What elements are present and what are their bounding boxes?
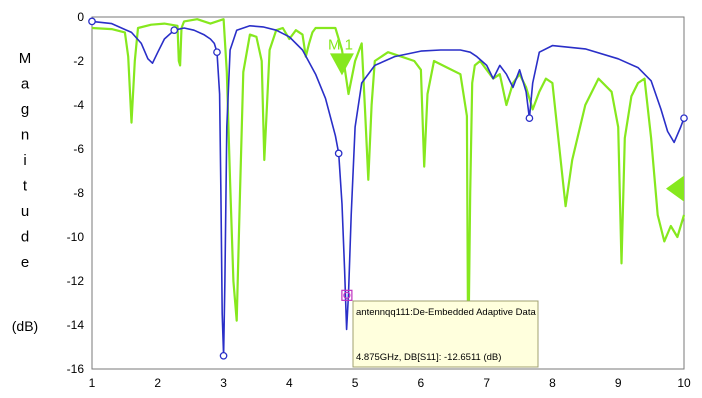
y-tick-label: -8 xyxy=(73,186,84,200)
x-tick-label: 7 xyxy=(483,376,490,390)
y-axis-label-letter: a xyxy=(21,76,30,93)
y-axis-label-letter: i xyxy=(23,152,26,169)
plot-area: M 1 xyxy=(88,17,688,366)
y-tick-label: -16 xyxy=(67,362,85,376)
tooltip-line-2: 4.875GHz, DB[S11]: -12.6511 (dB) xyxy=(356,352,501,363)
x-tick-label: 10 xyxy=(677,376,691,390)
right-marker-triangle-icon[interactable] xyxy=(666,175,684,202)
y-axis-label-letter: u xyxy=(21,203,29,220)
blue-series-marker xyxy=(170,26,179,35)
x-tick-labels: 1 2 3 4 5 6 7 8 9 10 xyxy=(89,376,691,390)
x-tick-label: 8 xyxy=(549,376,556,390)
y-tick-label: -6 xyxy=(73,142,84,156)
marker-m1[interactable]: M 1 xyxy=(328,36,354,76)
data-tooltip: antennqq111:De-Embedded Adaptive Data 4.… xyxy=(352,300,539,368)
tooltip-box xyxy=(352,300,539,368)
y-tick-label: -12 xyxy=(67,274,85,288)
y-axis-label-letter: M xyxy=(19,50,32,67)
y-tick-label: -2 xyxy=(73,54,84,68)
x-tick-label: 5 xyxy=(352,376,359,390)
y-axis-label-letter: d xyxy=(21,229,29,246)
blue-series-marker xyxy=(219,351,228,360)
green-series-line xyxy=(91,18,686,366)
blue-series-markers xyxy=(88,17,688,360)
y-tick-label: -10 xyxy=(67,230,85,244)
y-axis-label-letter: t xyxy=(23,178,28,195)
x-tick-label: 2 xyxy=(154,376,161,390)
tooltip-point-circle-icon xyxy=(343,291,351,299)
y-axis-label-letter: e xyxy=(21,254,29,271)
blue-series-line xyxy=(91,20,685,357)
marker-m1-triangle-icon xyxy=(329,53,354,76)
blue-series-marker xyxy=(525,114,534,123)
y-tick-labels: 0 -2 -4 -6 -8 -10 -12 -14 -16 xyxy=(67,10,85,376)
tooltip-point-marker[interactable] xyxy=(341,289,353,301)
blue-series-marker xyxy=(680,114,688,123)
y-axis-unit: (dB) xyxy=(12,318,38,334)
blue-series-marker xyxy=(88,17,96,26)
y-axis-label-letter: g xyxy=(21,101,29,118)
y-tick-label: -14 xyxy=(67,318,85,332)
x-tick-label: 9 xyxy=(615,376,622,390)
y-tick-label: 0 xyxy=(77,10,84,24)
tooltip-point-square-icon xyxy=(341,289,353,301)
blue-series-marker xyxy=(334,149,343,158)
x-tick-label: 3 xyxy=(220,376,227,390)
blue-series-marker xyxy=(213,48,221,57)
x-tick-label: 4 xyxy=(286,376,293,390)
marker-m1-label: M 1 xyxy=(328,36,353,53)
y-axis-label-letter: n xyxy=(21,127,29,144)
x-tick-label: 6 xyxy=(418,376,425,390)
x-tick-label: 1 xyxy=(89,376,96,390)
y-tick-label: -4 xyxy=(73,98,84,112)
tooltip-line-1: antennqq111:De-Embedded Adaptive Data xyxy=(356,307,536,318)
